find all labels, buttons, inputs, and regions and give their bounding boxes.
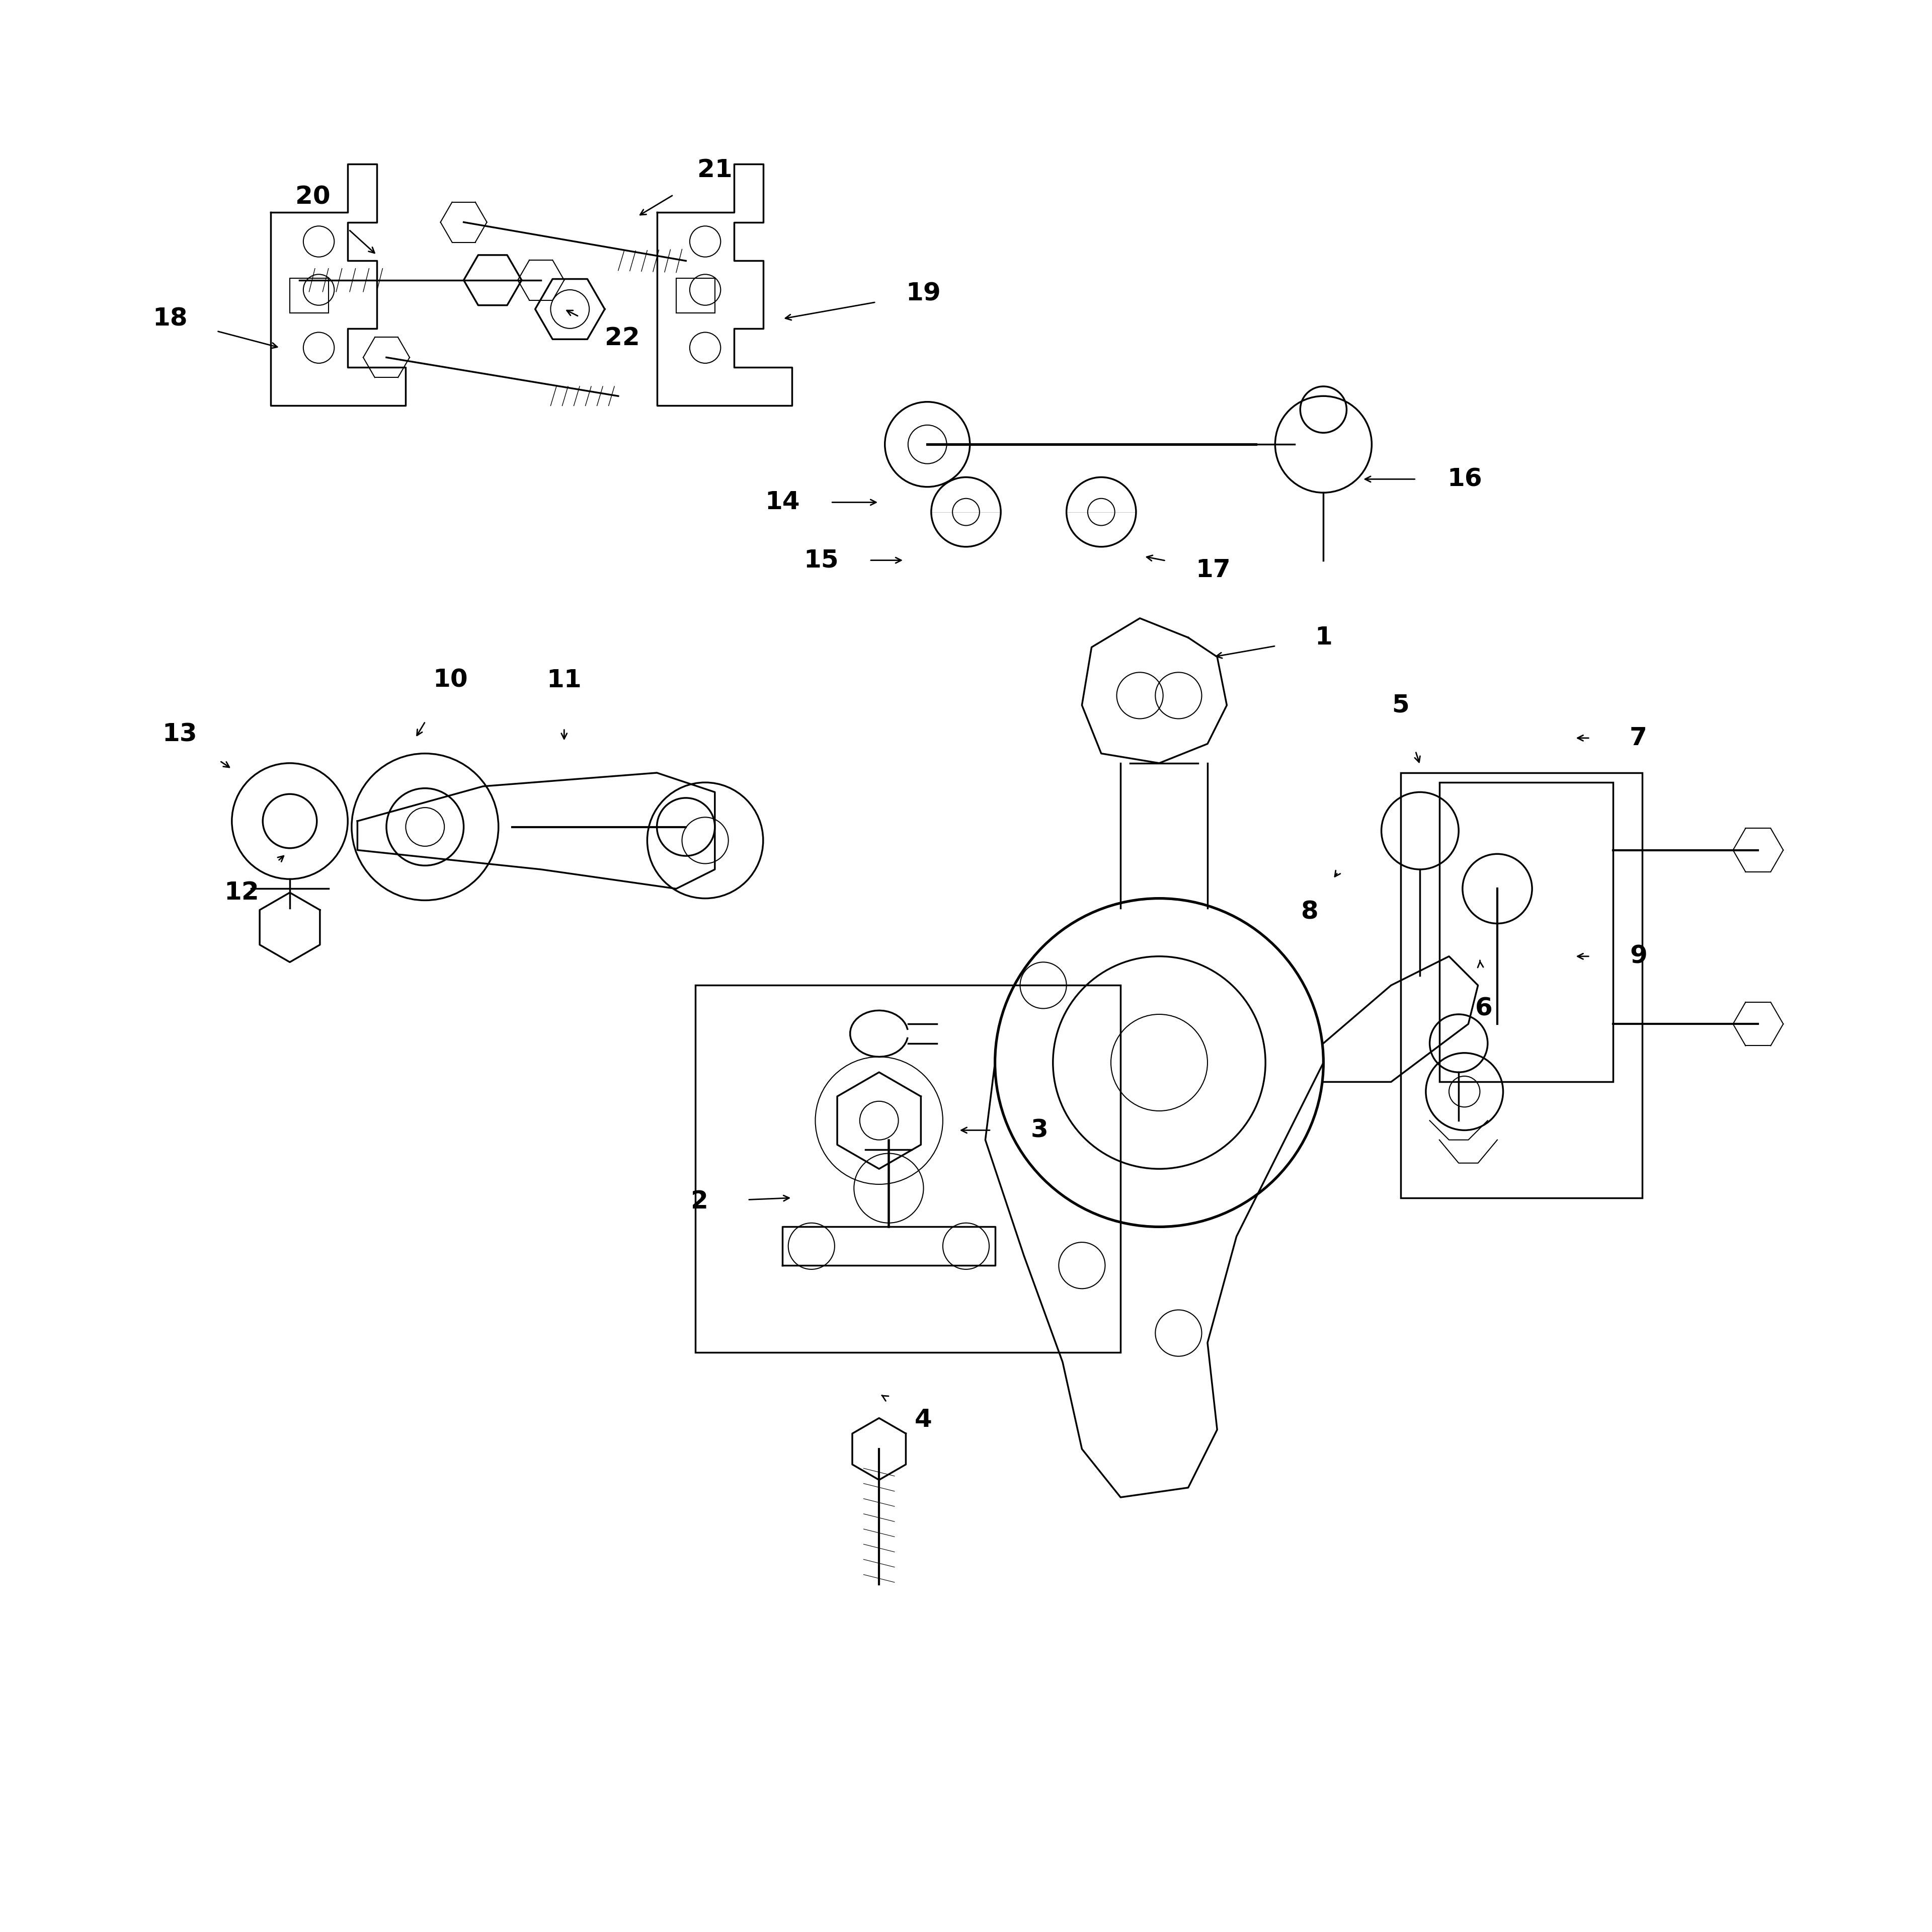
Bar — [1401, 773, 1642, 1198]
Text: 11: 11 — [547, 668, 582, 692]
Text: 8: 8 — [1300, 900, 1320, 923]
Text: 16: 16 — [1447, 468, 1482, 491]
Text: 17: 17 — [1196, 558, 1231, 582]
Text: 3: 3 — [1030, 1119, 1049, 1142]
Text: 13: 13 — [162, 723, 197, 746]
Bar — [1439, 782, 1613, 1082]
Text: 22: 22 — [605, 327, 639, 350]
Text: 18: 18 — [153, 307, 187, 330]
Text: 12: 12 — [224, 881, 259, 904]
Text: 9: 9 — [1629, 945, 1648, 968]
Text: 15: 15 — [804, 549, 838, 572]
Text: 10: 10 — [433, 668, 468, 692]
Text: 14: 14 — [765, 491, 800, 514]
Text: 19: 19 — [906, 282, 941, 305]
Text: 6: 6 — [1474, 997, 1493, 1020]
Text: 21: 21 — [697, 158, 732, 182]
Bar — [676, 278, 715, 313]
Text: 7: 7 — [1629, 726, 1648, 750]
Text: 4: 4 — [914, 1408, 933, 1432]
Bar — [290, 278, 328, 313]
Text: 1: 1 — [1314, 626, 1333, 649]
Text: 20: 20 — [296, 185, 330, 209]
Text: 5: 5 — [1391, 694, 1410, 717]
Bar — [696, 985, 1121, 1352]
Text: 2: 2 — [690, 1190, 709, 1213]
